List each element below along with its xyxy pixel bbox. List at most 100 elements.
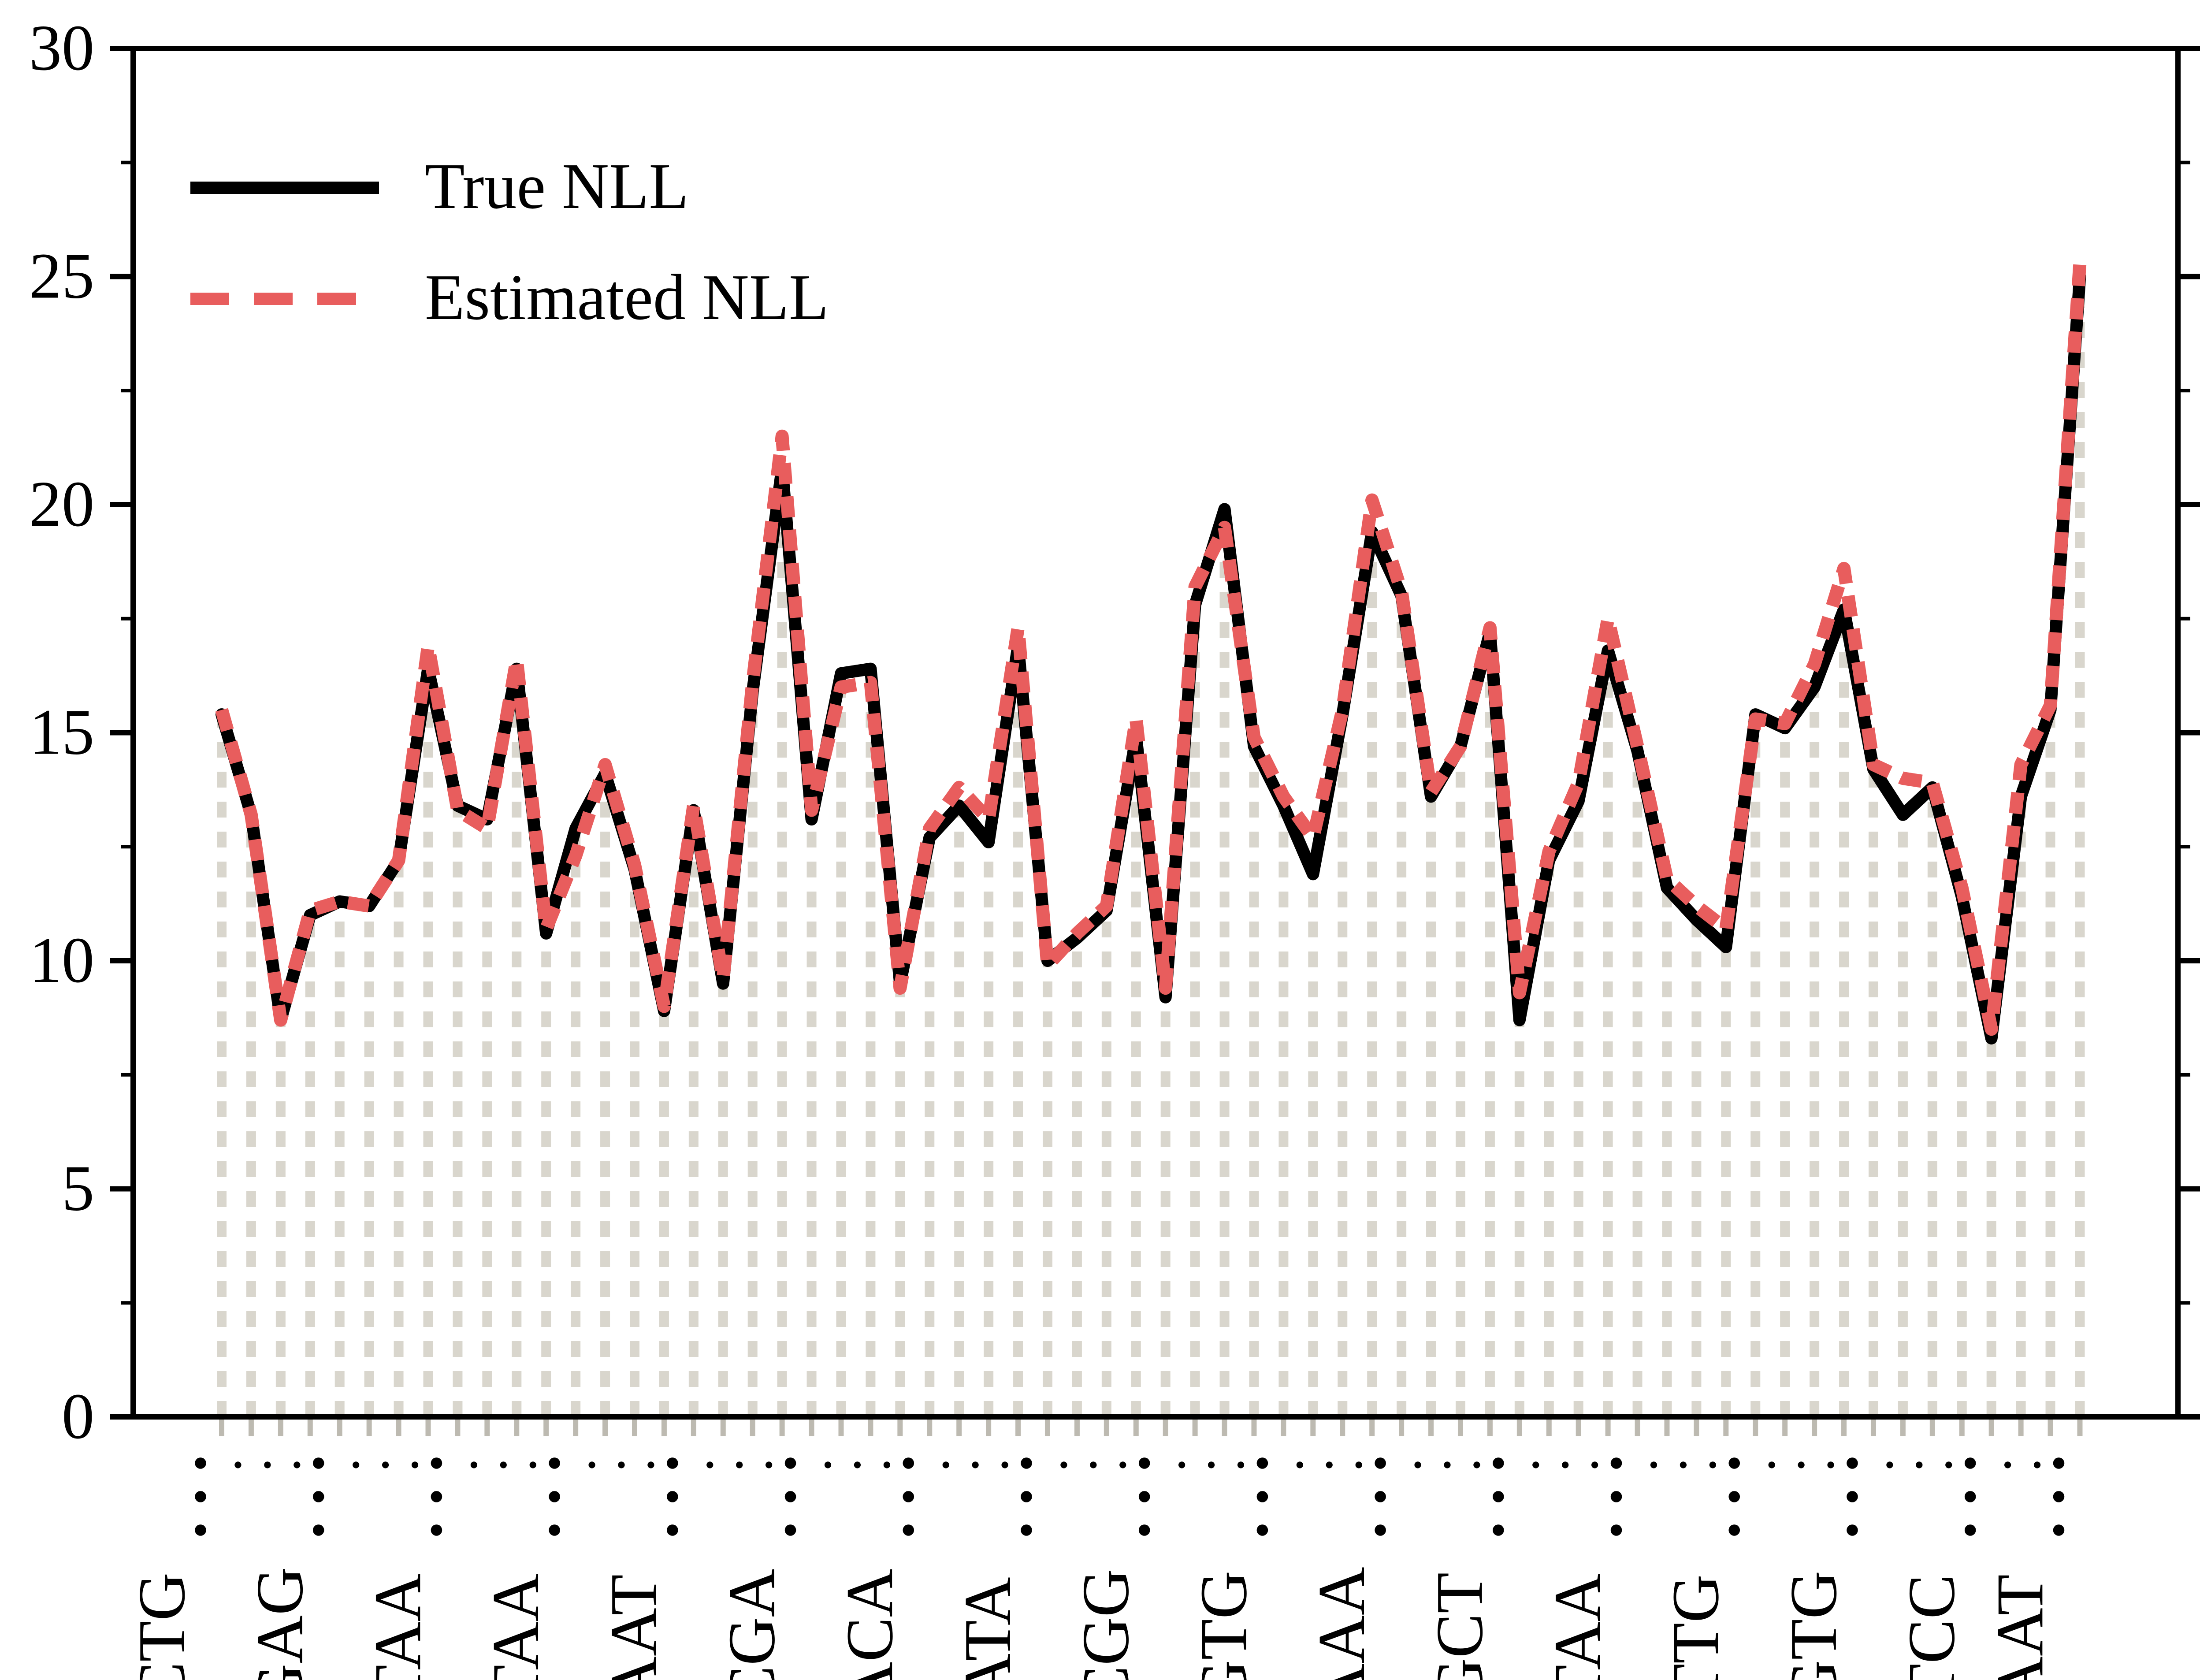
x-label-dot [766,1461,773,1468]
y-tick-label: 5 [62,1152,94,1225]
x-label-ellipsis-dot [1964,1491,1976,1502]
x-label-ellipsis-dot [1610,1457,1622,1469]
x-codon-label: TAA [479,1573,553,1680]
x-label-ellipsis-dot [667,1457,678,1469]
x-label-dot [1296,1461,1303,1468]
x-label-ellipsis-dot [1493,1524,1504,1536]
x-label-dot [1060,1461,1067,1468]
x-label-dot [500,1461,507,1468]
legend: True NLL Estimated NLL [190,155,829,331]
x-label-ellipsis-dot [1728,1457,1740,1469]
x-label-dot [1768,1461,1775,1468]
x-label-ellipsis-dot [431,1491,442,1502]
x-label-dot [1532,1461,1539,1468]
x-codon-label: GTG [1186,1571,1260,1680]
x-codon-label: CTG [125,1572,199,1680]
legend-item-estimated-nll: Estimated NLL [190,266,829,331]
x-label-ellipsis-dot [784,1457,796,1469]
x-label-dot [470,1461,477,1468]
x-label-dot [1414,1461,1421,1468]
y-tick-label: 10 [29,924,94,996]
x-label-dot [883,1461,890,1468]
x-label-dot [1562,1461,1569,1468]
x-label-ellipsis-dot [1493,1457,1504,1469]
x-label-ellipsis-dot [1375,1524,1386,1536]
x-label-ellipsis-dot [1728,1524,1740,1536]
x-label-ellipsis-dot [1138,1524,1150,1536]
x-label-ellipsis-dot [1728,1491,1740,1502]
y-axis-labels: 0 5 10 15 20 25 30 [29,12,94,1453]
x-label-ellipsis-dot [1256,1457,1268,1469]
x-label-ellipsis-dot [1256,1491,1268,1502]
x-label-ellipsis-dot [1256,1524,1268,1536]
x-label-ellipsis-dot [903,1457,914,1469]
x-label-ellipsis-dot [549,1524,560,1536]
x-label-ellipsis-dot [1847,1457,1858,1469]
x-codon-label: TTG [1658,1574,1732,1680]
x-codon-label: GTG [1776,1571,1851,1680]
x-codon-label: GAG [243,1567,317,1680]
legend-label-true-nll: True NLL [425,152,689,224]
x-codon-label: AAT [1983,1574,2057,1680]
x-label-dot [234,1461,242,1468]
x-codon-label: AAT [597,1574,671,1680]
x-label-ellipsis-dot [195,1524,206,1536]
x-label-dot [588,1461,595,1468]
x-axis-labels: CTG GAG TAA TAA AAT CGA ACA ATA CGG GTG AAA GCT TAA T… [125,1457,2065,1680]
x-label-dot [1591,1461,1598,1468]
x-label-ellipsis-dot [667,1524,678,1536]
x-label-dot [1473,1461,1480,1468]
x-label-ellipsis-dot [431,1524,442,1536]
x-label-dot [972,1461,979,1468]
x-label-ellipsis-dot [2053,1457,2065,1469]
x-label-dot [1680,1461,1687,1468]
x-label-dot [706,1461,714,1468]
x-label-ellipsis-dot [1375,1457,1386,1469]
x-codon-label: AAA [1304,1567,1379,1680]
x-label-dot [1650,1461,1657,1468]
x-codon-label: TAA [1540,1573,1614,1680]
x-label-ellipsis-dot [431,1457,442,1469]
x-codon-label: CGA [714,1569,788,1680]
x-codon-label: TAA [360,1573,435,1680]
stem-lines [217,276,2085,1417]
x-label-ellipsis-dot [1964,1524,1976,1536]
y-tick-label: 0 [62,1380,94,1453]
x-label-dot [942,1461,949,1468]
x-codon-label: ACA [832,1569,907,1680]
x-label-dot [1444,1461,1451,1468]
x-codon-label: CGG [1069,1569,1143,1680]
x-label-ellipsis-dot [1610,1524,1622,1536]
estimated-nll-line-sample-icon [190,293,379,305]
x-label-ellipsis-dot [903,1491,914,1502]
x-label-ellipsis-dot [1138,1457,1150,1469]
x-label-ellipsis-dot [784,1524,796,1536]
x-label-dot [618,1461,625,1468]
x-label-dot [1208,1461,1215,1468]
x-label-ellipsis-dot [1610,1491,1622,1502]
x-label-ellipsis-dot [784,1491,796,1502]
y-tick-label: 25 [29,240,94,312]
x-label-dot [264,1461,271,1468]
x-label-dot [2004,1461,2011,1468]
y-tick-label: 15 [29,696,94,769]
x-label-dot [1886,1461,1893,1468]
x-label-dot [1355,1461,1362,1468]
x-label-ellipsis-dot [903,1524,914,1536]
x-label-ellipsis-dot [667,1491,678,1502]
x-label-dot [1916,1461,1923,1468]
x-label-dot [382,1461,389,1468]
x-label-dot [824,1461,832,1468]
x-label-dot [854,1461,861,1468]
x-label-ellipsis-dot [1021,1457,1032,1469]
x-label-dot [1326,1461,1333,1468]
x-label-dot [2033,1461,2041,1468]
x-label-ellipsis-dot [195,1457,206,1469]
x-label-dot [1798,1461,1805,1468]
x-label-dot [647,1461,654,1468]
x-label-dot [1827,1461,1834,1468]
x-label-ellipsis-dot [312,1524,324,1536]
x-label-dot [1090,1461,1097,1468]
